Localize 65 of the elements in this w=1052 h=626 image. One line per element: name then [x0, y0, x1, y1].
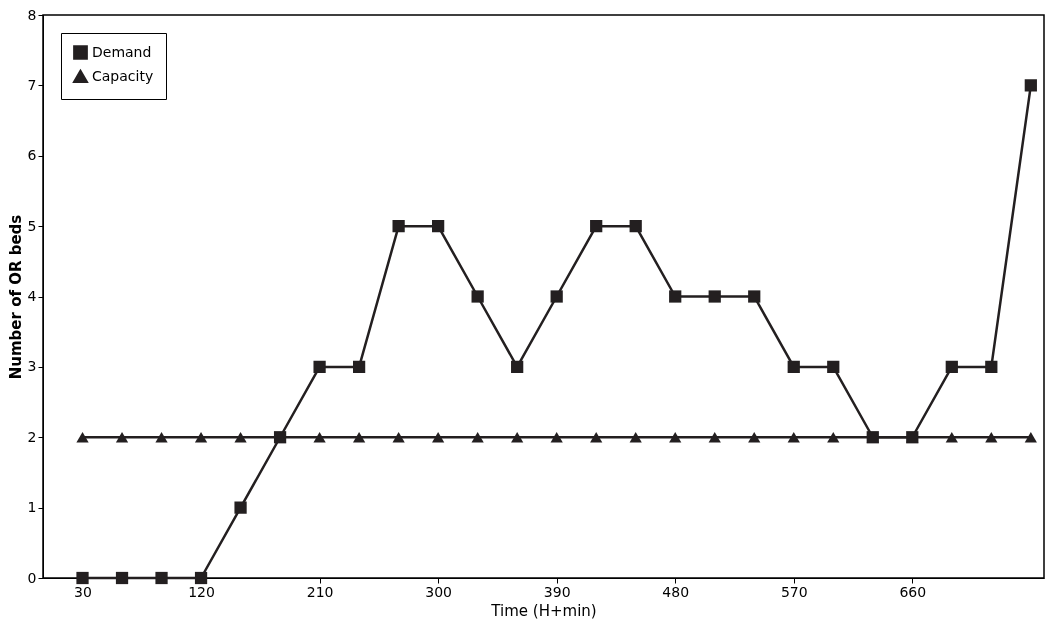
- x-tick-label: 30: [74, 583, 92, 600]
- point: [234, 431, 247, 443]
- x-axis-title: Time (H+min): [490, 601, 597, 620]
- point: [550, 290, 563, 303]
- legend-label: Demand: [92, 43, 152, 60]
- y-axis-title: Number of OR beds: [6, 214, 25, 380]
- x-tick-label: 300: [425, 583, 452, 600]
- y-tick-label: 4: [27, 288, 37, 304]
- point: [748, 290, 761, 303]
- point: [76, 571, 89, 585]
- point: [115, 431, 129, 443]
- point: [827, 431, 840, 443]
- point: [708, 290, 721, 303]
- point: [590, 220, 603, 233]
- point: [511, 360, 524, 373]
- point: [787, 360, 800, 373]
- point: [945, 431, 958, 443]
- point: [669, 290, 682, 303]
- point: [945, 360, 958, 373]
- point: [748, 431, 761, 443]
- point: [76, 431, 89, 443]
- x-tick-label: 390: [543, 583, 571, 600]
- point: [708, 431, 721, 443]
- legend-label: Capacity: [92, 67, 154, 84]
- point: [313, 360, 326, 373]
- x-tick-label: 210: [306, 583, 334, 600]
- point: [155, 571, 168, 585]
- point: [352, 360, 366, 373]
- point: [787, 431, 800, 443]
- point: [827, 360, 840, 373]
- x-tick-label: 660: [899, 583, 927, 600]
- point: [669, 431, 682, 443]
- point: [155, 431, 168, 443]
- point: [115, 571, 129, 585]
- y-tick-label: 0: [27, 569, 37, 586]
- point: [432, 220, 445, 233]
- x-tick-label: 480: [662, 583, 690, 600]
- point: [352, 431, 366, 443]
- x-tick-label: 570: [780, 583, 808, 600]
- point: [590, 431, 603, 443]
- y-tick-label: 5: [27, 217, 37, 234]
- point: [234, 501, 247, 514]
- y-tick-label: 2: [27, 428, 37, 445]
- point: [471, 431, 484, 443]
- y-tick-label: 1: [27, 499, 37, 516]
- point: [471, 290, 484, 303]
- point: [985, 360, 998, 373]
- point: [194, 571, 208, 585]
- point: [392, 220, 405, 233]
- point: [550, 431, 563, 443]
- point: [392, 431, 405, 443]
- x-tick-label: 120: [188, 583, 215, 600]
- point: [1024, 79, 1037, 92]
- point: [629, 431, 642, 443]
- point: [511, 431, 524, 443]
- point: [985, 431, 998, 443]
- y-tick-label: 3: [27, 358, 37, 375]
- point: [432, 431, 445, 443]
- point: [194, 431, 208, 443]
- y-tick-label: 6: [27, 147, 37, 164]
- point: [629, 220, 642, 233]
- point: [1024, 431, 1037, 443]
- y-tick-label: 8: [27, 6, 37, 23]
- point: [313, 431, 326, 443]
- y-tick-label: 7: [27, 76, 37, 93]
